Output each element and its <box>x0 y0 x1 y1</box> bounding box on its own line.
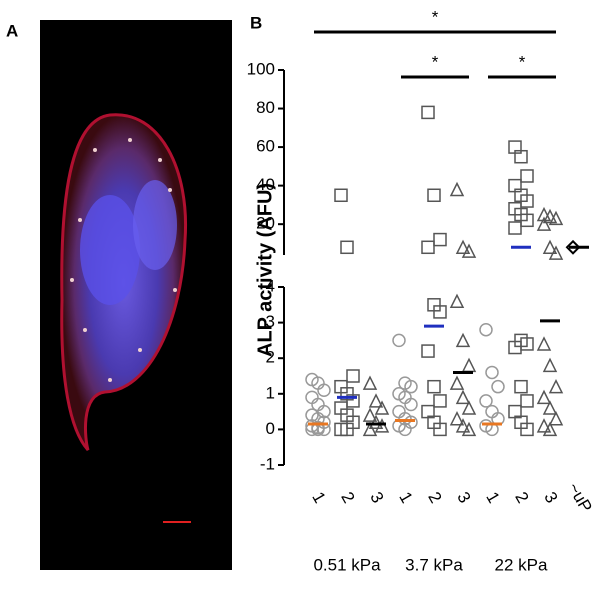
data-point <box>542 421 558 437</box>
group-label: 3.7 kPa <box>405 555 463 574</box>
data-point <box>455 332 471 348</box>
data-point <box>461 400 477 415</box>
data-point <box>449 181 465 197</box>
data-point <box>340 240 354 255</box>
data-point <box>520 213 534 228</box>
data-point <box>421 240 435 255</box>
data-point <box>461 243 477 258</box>
group-label: 22 kPa <box>495 555 548 574</box>
data-point <box>392 333 406 348</box>
x-tick-label: ~uP <box>564 479 596 515</box>
data-point <box>461 357 477 373</box>
data-point <box>455 418 471 433</box>
data-point <box>368 414 384 430</box>
y-tick-label: 2 <box>266 348 275 367</box>
data-point <box>479 322 493 337</box>
data-point <box>317 383 331 397</box>
data-point <box>433 394 447 408</box>
data-point <box>455 389 471 405</box>
data-point <box>548 379 564 394</box>
y-tick-label: 1 <box>266 383 275 402</box>
x-tick-label: 1 <box>395 489 416 507</box>
data-point <box>427 188 441 203</box>
data-point <box>520 169 534 183</box>
data-point <box>449 293 465 308</box>
data-point <box>485 365 499 380</box>
data-point <box>346 394 360 408</box>
x-tick-label: 3 <box>366 489 387 507</box>
group-label: 0.51 kPa <box>313 555 381 574</box>
data-point <box>491 379 505 394</box>
data-point <box>404 397 418 412</box>
y-tick-label: 0 <box>266 419 275 438</box>
data-point <box>565 239 581 255</box>
data-point <box>542 239 558 255</box>
data-point <box>536 389 552 405</box>
data-point <box>542 208 558 224</box>
data-point <box>479 394 493 408</box>
data-point <box>548 245 564 260</box>
panel-label: B <box>250 13 262 32</box>
data-point <box>368 393 384 408</box>
data-point <box>374 400 390 415</box>
y-tick-label: 40 <box>256 175 275 194</box>
x-tick-label: 2 <box>337 489 358 507</box>
data-point <box>449 375 465 390</box>
data-point <box>542 400 558 415</box>
data-point <box>421 344 435 358</box>
panel-label: A <box>6 21 18 40</box>
data-point <box>508 340 522 355</box>
data-point <box>536 418 552 433</box>
significance-label: * <box>432 52 439 71</box>
y-tick-label: -1 <box>260 454 275 473</box>
y-tick-label: 60 <box>256 137 275 156</box>
data-point <box>398 422 412 437</box>
significance-label: * <box>432 7 439 26</box>
data-point <box>433 422 447 437</box>
data-point <box>455 239 471 255</box>
data-point <box>334 188 348 203</box>
data-point <box>362 375 378 390</box>
data-point <box>362 407 378 422</box>
y-tick-label: 100 <box>247 59 275 78</box>
data-point <box>536 216 552 231</box>
x-tick-label: 3 <box>453 489 474 507</box>
significance-label: * <box>519 52 526 71</box>
data-point <box>514 149 528 164</box>
data-point <box>536 206 552 222</box>
y-tick-label: 80 <box>256 98 275 117</box>
data-point <box>548 210 564 226</box>
x-tick-label: 3 <box>540 489 561 507</box>
y-tick-label: 4 <box>266 276 275 295</box>
data-point <box>404 379 418 394</box>
data-point <box>520 194 534 208</box>
data-point <box>433 232 447 247</box>
x-tick-label: 1 <box>308 489 329 507</box>
data-point <box>340 422 354 437</box>
x-tick-label: 2 <box>424 489 445 507</box>
data-point <box>520 394 534 408</box>
data-point <box>536 336 552 351</box>
data-point <box>433 305 447 319</box>
data-point <box>508 221 522 235</box>
data-point <box>374 418 390 433</box>
y-tick-label: 3 <box>266 312 275 331</box>
cell-image <box>60 113 188 452</box>
data-point <box>346 369 360 383</box>
data-point <box>461 421 477 437</box>
y-axis-label: ALP activity (AFU) <box>254 183 276 357</box>
data-point <box>421 105 435 120</box>
data-point <box>362 421 378 437</box>
data-point <box>520 422 534 437</box>
data-point <box>427 379 441 394</box>
x-tick-label: 2 <box>511 489 532 507</box>
data-point <box>542 357 558 373</box>
data-point <box>514 379 528 394</box>
x-tick-label: 1 <box>482 489 503 507</box>
data-point <box>548 411 564 426</box>
y-tick-label: 20 <box>256 214 275 233</box>
data-point <box>449 411 465 426</box>
